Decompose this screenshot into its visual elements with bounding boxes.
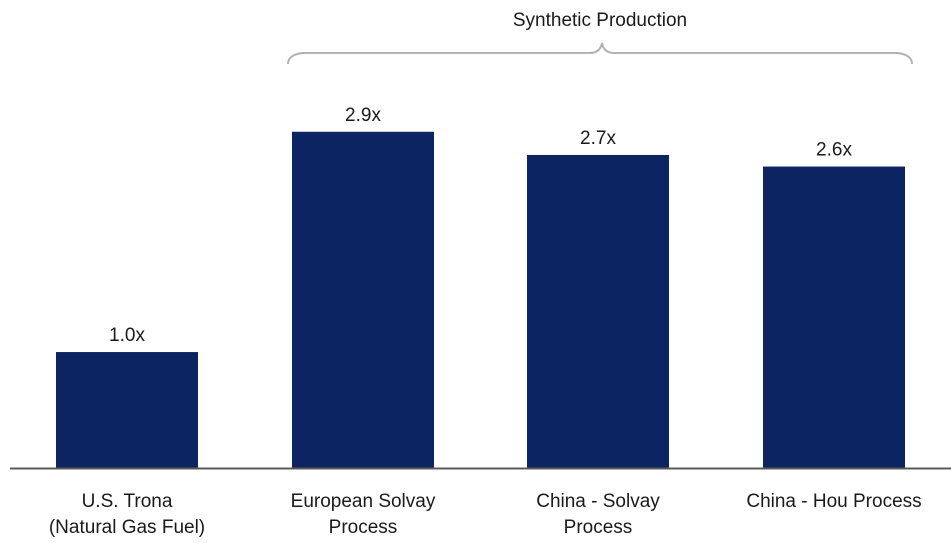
bars-layer: [56, 131, 905, 468]
category-label-3-line-2: Process: [564, 517, 633, 538]
bar-2: [292, 131, 434, 468]
group-label: Synthetic Production: [513, 10, 687, 31]
category-labels-layer: U.S. Trona (Natural Gas Fuel) European Sol…: [49, 491, 922, 538]
category-label-1-line-1: U.S. Trona: [82, 491, 173, 512]
category-label-1-line-2: (Natural Gas Fuel): [49, 517, 205, 538]
data-label-1: 1.0x: [109, 325, 145, 346]
category-label-3: China - Solvay Process: [536, 491, 660, 538]
category-label-2-line-2: Process: [329, 517, 398, 538]
category-label-2: European Solvay Process: [291, 491, 436, 538]
data-labels-layer: 1.0x 2.9x 2.7x 2.6x: [109, 105, 852, 346]
bar-3: [527, 154, 669, 468]
category-label-4-line-1: China - Hou Process: [746, 491, 921, 512]
category-label-2-line-1: European Solvay: [291, 491, 436, 512]
bar-4: [763, 166, 905, 468]
group-bracket-layer: Synthetic Production: [287, 10, 913, 65]
bar-1: [56, 352, 198, 468]
group-bracket: [287, 42, 913, 65]
category-label-1: U.S. Trona (Natural Gas Fuel): [49, 491, 205, 538]
category-label-3-line-1: China - Solvay: [536, 491, 660, 512]
data-label-3: 2.7x: [580, 128, 616, 149]
category-label-4: China - Hou Process: [746, 491, 921, 512]
data-label-2: 2.9x: [345, 105, 381, 126]
data-label-4: 2.6x: [816, 140, 852, 161]
